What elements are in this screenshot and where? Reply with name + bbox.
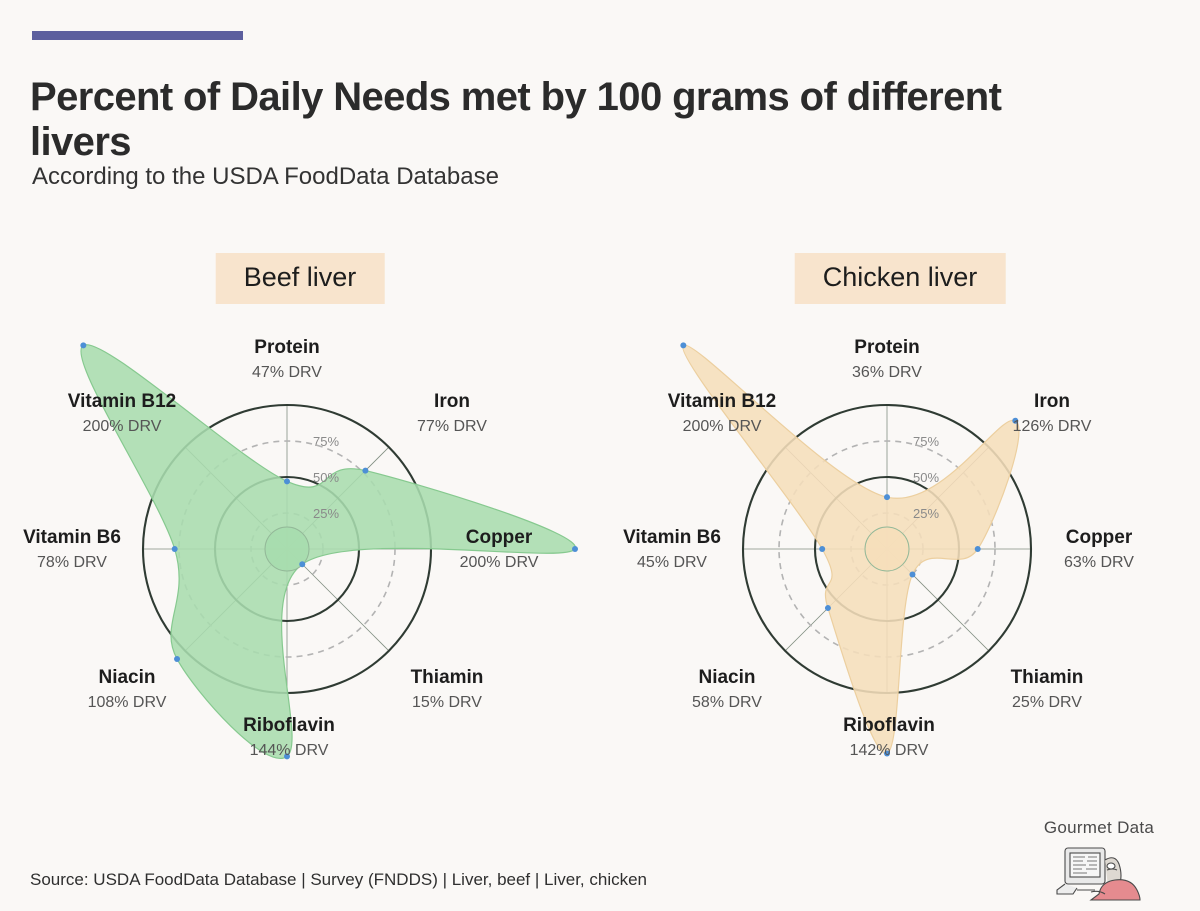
- radar-point: [284, 478, 290, 485]
- axis-label-vitamin-b12: Vitamin B12: [668, 391, 776, 412]
- axis-value-vitamin-b6: 45% DRV: [637, 554, 707, 571]
- axis-label-iron: Iron: [1034, 391, 1070, 412]
- radar-point: [974, 546, 981, 552]
- axis-value-vitamin-b12: 200% DRV: [683, 418, 762, 435]
- radar-center-hub: [864, 526, 910, 572]
- radar-labels: Protein 47% DRV Iron 77% DRV Copper 200% DRV T…: [23, 337, 539, 759]
- ring-label-75: 75%: [913, 434, 939, 449]
- axis-label-niacin: Niacin: [698, 667, 755, 688]
- axis-label-vitamin-b6: Vitamin B6: [623, 527, 721, 548]
- axis-value-vitamin-b6: 78% DRV: [37, 554, 107, 571]
- axis-value-thiamin: 25% DRV: [1012, 694, 1082, 711]
- axis-label-vitamin-b12: Vitamin B12: [68, 391, 176, 412]
- accent-bar: [32, 31, 243, 40]
- ring-label-25: 25%: [913, 506, 939, 521]
- axis-value-protein: 47% DRV: [252, 364, 322, 381]
- radar-point: [171, 546, 178, 552]
- radar-chart-chicken: 25% 50% 75% Protein 36% DRV Iron 126% DRV Coppe…: [623, 337, 1134, 759]
- radar-series-area: [80, 344, 576, 759]
- ring-label-75: 75%: [313, 434, 339, 449]
- axis-label-niacin: Niacin: [98, 667, 155, 688]
- radar-point: [884, 494, 890, 501]
- radar-labels: Protein 36% DRV Iron 126% DRV Copper 63% DRV T…: [623, 337, 1134, 759]
- radar-point: [909, 571, 916, 578]
- axis-value-niacin: 58% DRV: [692, 694, 762, 711]
- axis-label-iron: Iron: [434, 391, 470, 412]
- source-note: Source: USDA FoodData Database | Survey …: [30, 870, 648, 889]
- axis-value-iron: 77% DRV: [417, 418, 487, 435]
- page-subtitle: According to the USDA FoodData Database: [32, 163, 499, 190]
- radar-point: [299, 561, 306, 568]
- chart-panel-beef: Beef liver 25% 50% 75% Protein 47% DRV Iron 77…: [0, 240, 600, 840]
- chart-title-chicken: Chicken liver: [794, 253, 1006, 304]
- radar-point: [680, 342, 687, 349]
- ring-label-25: 25%: [313, 506, 339, 521]
- ring-label-50: 50%: [913, 470, 939, 485]
- axis-value-riboflavin: 142% DRV: [850, 742, 929, 759]
- axis-label-vitamin-b6: Vitamin B6: [23, 527, 121, 548]
- axis-value-vitamin-b12: 200% DRV: [83, 418, 162, 435]
- brand-name: Gourmet Data: [1043, 818, 1155, 837]
- chart-panel-chicken: Chicken liver 25% 50% 75% Protein 36% DRV Iro…: [600, 240, 1200, 840]
- axis-label-thiamin: Thiamin: [411, 667, 484, 688]
- radar-point: [284, 753, 290, 760]
- radar-point: [1012, 417, 1019, 424]
- radar-point: [884, 750, 890, 757]
- radar-point: [174, 655, 181, 662]
- radar-chart-beef: 25% 50% 75% Protein 47% DRV Iron 77% DRV Copper…: [23, 337, 578, 760]
- radar-point: [819, 546, 826, 552]
- axis-value-protein: 36% DRV: [852, 364, 922, 381]
- radar-point: [824, 605, 831, 612]
- radar-point: [572, 546, 578, 552]
- person-at-computer-icon: [1056, 847, 1141, 901]
- ring-label-50: 50%: [313, 470, 339, 485]
- brand-block: Gourmet Data: [1014, 818, 1184, 907]
- axis-value-copper: 200% DRV: [460, 554, 539, 571]
- radar-point: [80, 342, 87, 349]
- axis-label-copper: Copper: [1066, 527, 1133, 548]
- axis-value-thiamin: 15% DRV: [412, 694, 482, 711]
- axis-label-thiamin: Thiamin: [1011, 667, 1084, 688]
- axis-label-protein: Protein: [254, 337, 319, 358]
- axis-value-copper: 63% DRV: [1064, 554, 1134, 571]
- axis-value-riboflavin: 144% DRV: [250, 742, 329, 759]
- radar-series-area: [682, 344, 1020, 755]
- chart-title-beef: Beef liver: [215, 253, 385, 304]
- axis-label-riboflavin: Riboflavin: [843, 715, 935, 736]
- axis-label-riboflavin: Riboflavin: [243, 715, 335, 736]
- axis-value-niacin: 108% DRV: [88, 694, 167, 711]
- axis-value-iron: 126% DRV: [1013, 418, 1092, 435]
- page-title: Percent of Daily Needs met by 100 grams …: [30, 74, 1002, 164]
- radar-point: [362, 467, 369, 474]
- radar-center-hub: [264, 526, 310, 572]
- axis-label-copper: Copper: [466, 527, 533, 548]
- axis-label-protein: Protein: [854, 337, 919, 358]
